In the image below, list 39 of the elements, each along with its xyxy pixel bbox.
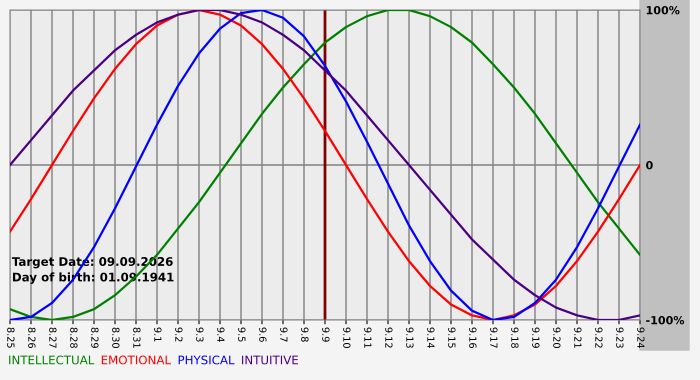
x-tick-label: 9.6 [259, 328, 267, 342]
x-tick-label: 9.23 [616, 328, 624, 348]
x-tick-label: 9.7 [280, 328, 288, 342]
x-tick-label: 9.14 [427, 328, 435, 348]
x-tick-label: 9.2 [175, 328, 183, 342]
text: INTELLECTUAL [9, 355, 94, 364]
text: INTUITIVE [242, 356, 298, 364]
x-tick-label: 8.31 [133, 328, 141, 348]
x-tick-label: 8.25 [7, 328, 15, 348]
x-tick-label: 9.11 [364, 328, 372, 348]
x-tick-label: 9.24 [637, 328, 645, 348]
y-tick-label: -100% [646, 316, 684, 324]
x-tick-label: 8.29 [91, 328, 99, 348]
x-tick-label: 9.12 [385, 328, 393, 348]
x-tick-label: 9.19 [532, 328, 540, 348]
x-tick-label: 9.18 [511, 328, 519, 348]
x-tick-label: 9.16 [469, 328, 477, 348]
x-tick-label: 8.26 [28, 328, 36, 348]
x-tick-label: 9.13 [406, 328, 414, 348]
text: PHYSICAL [178, 355, 235, 364]
x-tick-label: 9.15 [448, 328, 456, 348]
y-tick-label: 100% [646, 6, 680, 14]
x-tick-label: 9.4 [217, 328, 225, 342]
x-tick-label: 9.17 [490, 328, 498, 348]
x-tick-label: 9.21 [574, 328, 582, 348]
x-tick-label: 8.27 [49, 328, 57, 348]
x-tick-label: 9.9 [322, 328, 330, 342]
x-tick-label: 9.1 [154, 328, 162, 342]
x-tick-label: 8.28 [70, 328, 78, 348]
x-tick-label: 9.8 [301, 328, 309, 342]
y-tick-label: 0 [646, 160, 653, 170]
x-tick-label: 9.3 [196, 328, 204, 342]
text: EMOTIONAL [102, 355, 171, 364]
x-tick-label: 9.10 [343, 328, 351, 348]
x-tick-label: 9.22 [595, 328, 603, 348]
line-series [10, 10, 640, 320]
x-tick-label: 9.5 [238, 328, 246, 342]
x-tick-label: 8.30 [112, 328, 120, 348]
x-tick-label: 9.20 [553, 328, 561, 348]
